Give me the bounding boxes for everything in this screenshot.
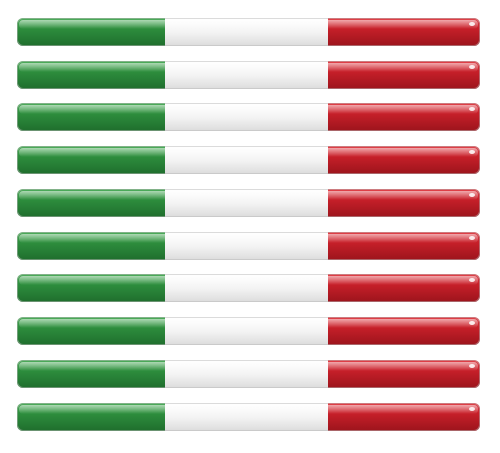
flag-strip xyxy=(17,403,480,431)
flag-strip xyxy=(17,61,480,89)
flag-strip xyxy=(17,317,480,345)
flag-strip xyxy=(17,232,480,260)
flag-strip xyxy=(17,274,480,302)
flag-strip xyxy=(17,189,480,217)
flag-strip xyxy=(17,18,480,46)
flag-strip xyxy=(17,103,480,131)
flag-strip xyxy=(17,360,480,388)
flag-strip xyxy=(17,146,480,174)
